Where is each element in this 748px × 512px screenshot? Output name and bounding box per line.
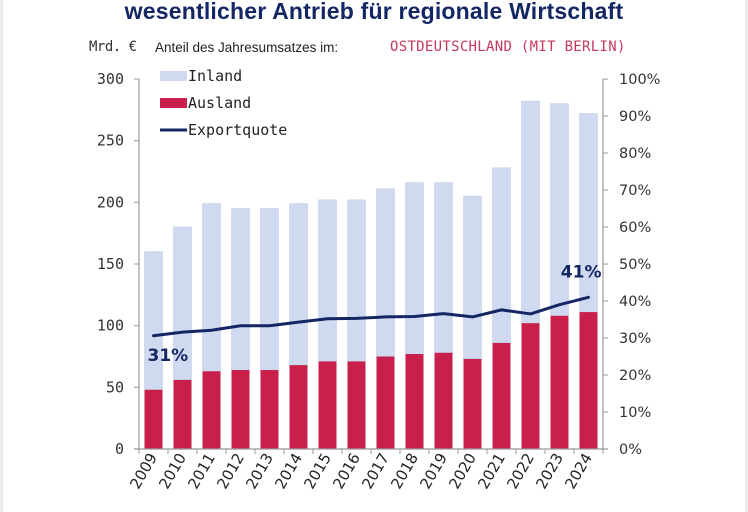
bar-ausland-2015 [318, 361, 337, 449]
x-tick-label: 2014 [271, 450, 306, 492]
region-label: OSTDEUTSCHLAND (MIT BERLIN) [390, 39, 626, 55]
y2-tick-label: 100% [619, 72, 660, 88]
y-axis-unit-label: Mrd. € [89, 39, 137, 55]
bar-ausland-2024 [579, 312, 598, 449]
bar-inland-2018 [405, 182, 424, 355]
bar-ausland-2017 [376, 356, 395, 449]
frame-border-right [745, 0, 748, 512]
x-tick-label: 2009 [126, 450, 161, 492]
x-tick-label: 2012 [213, 450, 248, 492]
legend-swatch-ausland [160, 98, 187, 108]
y-tick-label: 300 [97, 70, 124, 88]
chart-subtitle: Anteil des Jahresumsatzes im: [155, 40, 339, 55]
x-tick-label: 2020 [445, 450, 480, 492]
y2-tick-label: 40% [619, 294, 651, 310]
y2-tick-label: 70% [619, 183, 651, 199]
frame-border-left [0, 0, 3, 512]
x-tick-label: 2010 [155, 450, 190, 492]
annotations-group: 31% 41% [148, 262, 602, 365]
bar-inland-2015 [318, 199, 337, 362]
exportquote-line-group [152, 295, 590, 338]
bar-inland-2011 [202, 203, 221, 372]
y2-tick-label: 20% [619, 368, 651, 384]
legend-label-ausland: Ausland [188, 94, 251, 112]
bar-inland-2013 [260, 208, 279, 371]
bar-ausland-2021 [492, 342, 511, 449]
y2-tick-label: 50% [619, 257, 651, 273]
annotation-label: 41% [561, 262, 602, 282]
y-tick-label: 50 [106, 378, 124, 396]
annotation-label: 31% [148, 346, 189, 366]
x-tick-label: 2023 [532, 450, 567, 492]
y-tick-label: 150 [97, 255, 124, 273]
bar-inland-2022 [521, 100, 540, 324]
y-tick-label: 250 [97, 132, 124, 150]
bar-ausland-2010 [173, 379, 192, 449]
bar-inland-2023 [550, 103, 569, 317]
x-tick-label: 2022 [503, 450, 538, 492]
bars-group [144, 100, 598, 449]
bar-ausland-2018 [405, 354, 424, 449]
bar-inland-2017 [376, 188, 395, 357]
x-tick-label: 2021 [474, 450, 509, 492]
legend-label-exportquote: Exportquote [188, 121, 287, 139]
x-tick-label: 2019 [416, 450, 451, 492]
bar-inland-2016 [347, 199, 366, 362]
x-tick-label: 2016 [329, 450, 364, 492]
y-tick-label: 200 [97, 193, 124, 211]
bar-inland-2012 [231, 208, 250, 371]
bar-ausland-2011 [202, 371, 221, 449]
y2-tick-label: 0% [619, 442, 642, 458]
x-tick-label: 2017 [358, 450, 393, 492]
y2-tick-label: 10% [619, 405, 651, 421]
bar-inland-2019 [434, 182, 453, 354]
bar-ausland-2012 [231, 370, 250, 449]
x-tick-label: 2011 [184, 450, 219, 492]
y-tick-label: 100 [97, 317, 124, 335]
bar-inland-2024 [579, 113, 598, 313]
y-tick-label: 0 [115, 440, 124, 458]
y2-tick-label: 90% [619, 109, 651, 125]
bar-ausland-2023 [550, 315, 569, 449]
legend: Inland Ausland Exportquote [160, 67, 287, 139]
legend-label-inland: Inland [188, 67, 242, 85]
bar-ausland-2013 [260, 370, 279, 449]
bar-inland-2014 [289, 203, 308, 366]
x-tick-label: 2024 [561, 450, 596, 492]
y2-tick-label: 80% [619, 146, 651, 162]
legend-swatch-inland [160, 71, 187, 81]
bar-ausland-2019 [434, 352, 453, 449]
bar-inland-2020 [463, 195, 482, 360]
bar-ausland-2016 [347, 361, 366, 449]
x-tick-label: 2015 [300, 450, 335, 492]
bar-inland-2009 [144, 251, 163, 391]
y2-tick-label: 60% [619, 220, 651, 236]
x-tick-label: 2018 [387, 450, 422, 492]
chart-title: wesentlicher Antrieb für regionale Wirts… [124, 0, 624, 24]
x-tick-label: 2013 [242, 450, 277, 492]
exportquote-line [152, 295, 590, 338]
bar-ausland-2022 [521, 323, 540, 449]
bar-ausland-2009 [144, 389, 163, 449]
bar-inland-2021 [492, 167, 511, 344]
bar-ausland-2020 [463, 358, 482, 449]
y2-tick-label: 30% [619, 331, 651, 347]
bar-ausland-2014 [289, 365, 308, 449]
